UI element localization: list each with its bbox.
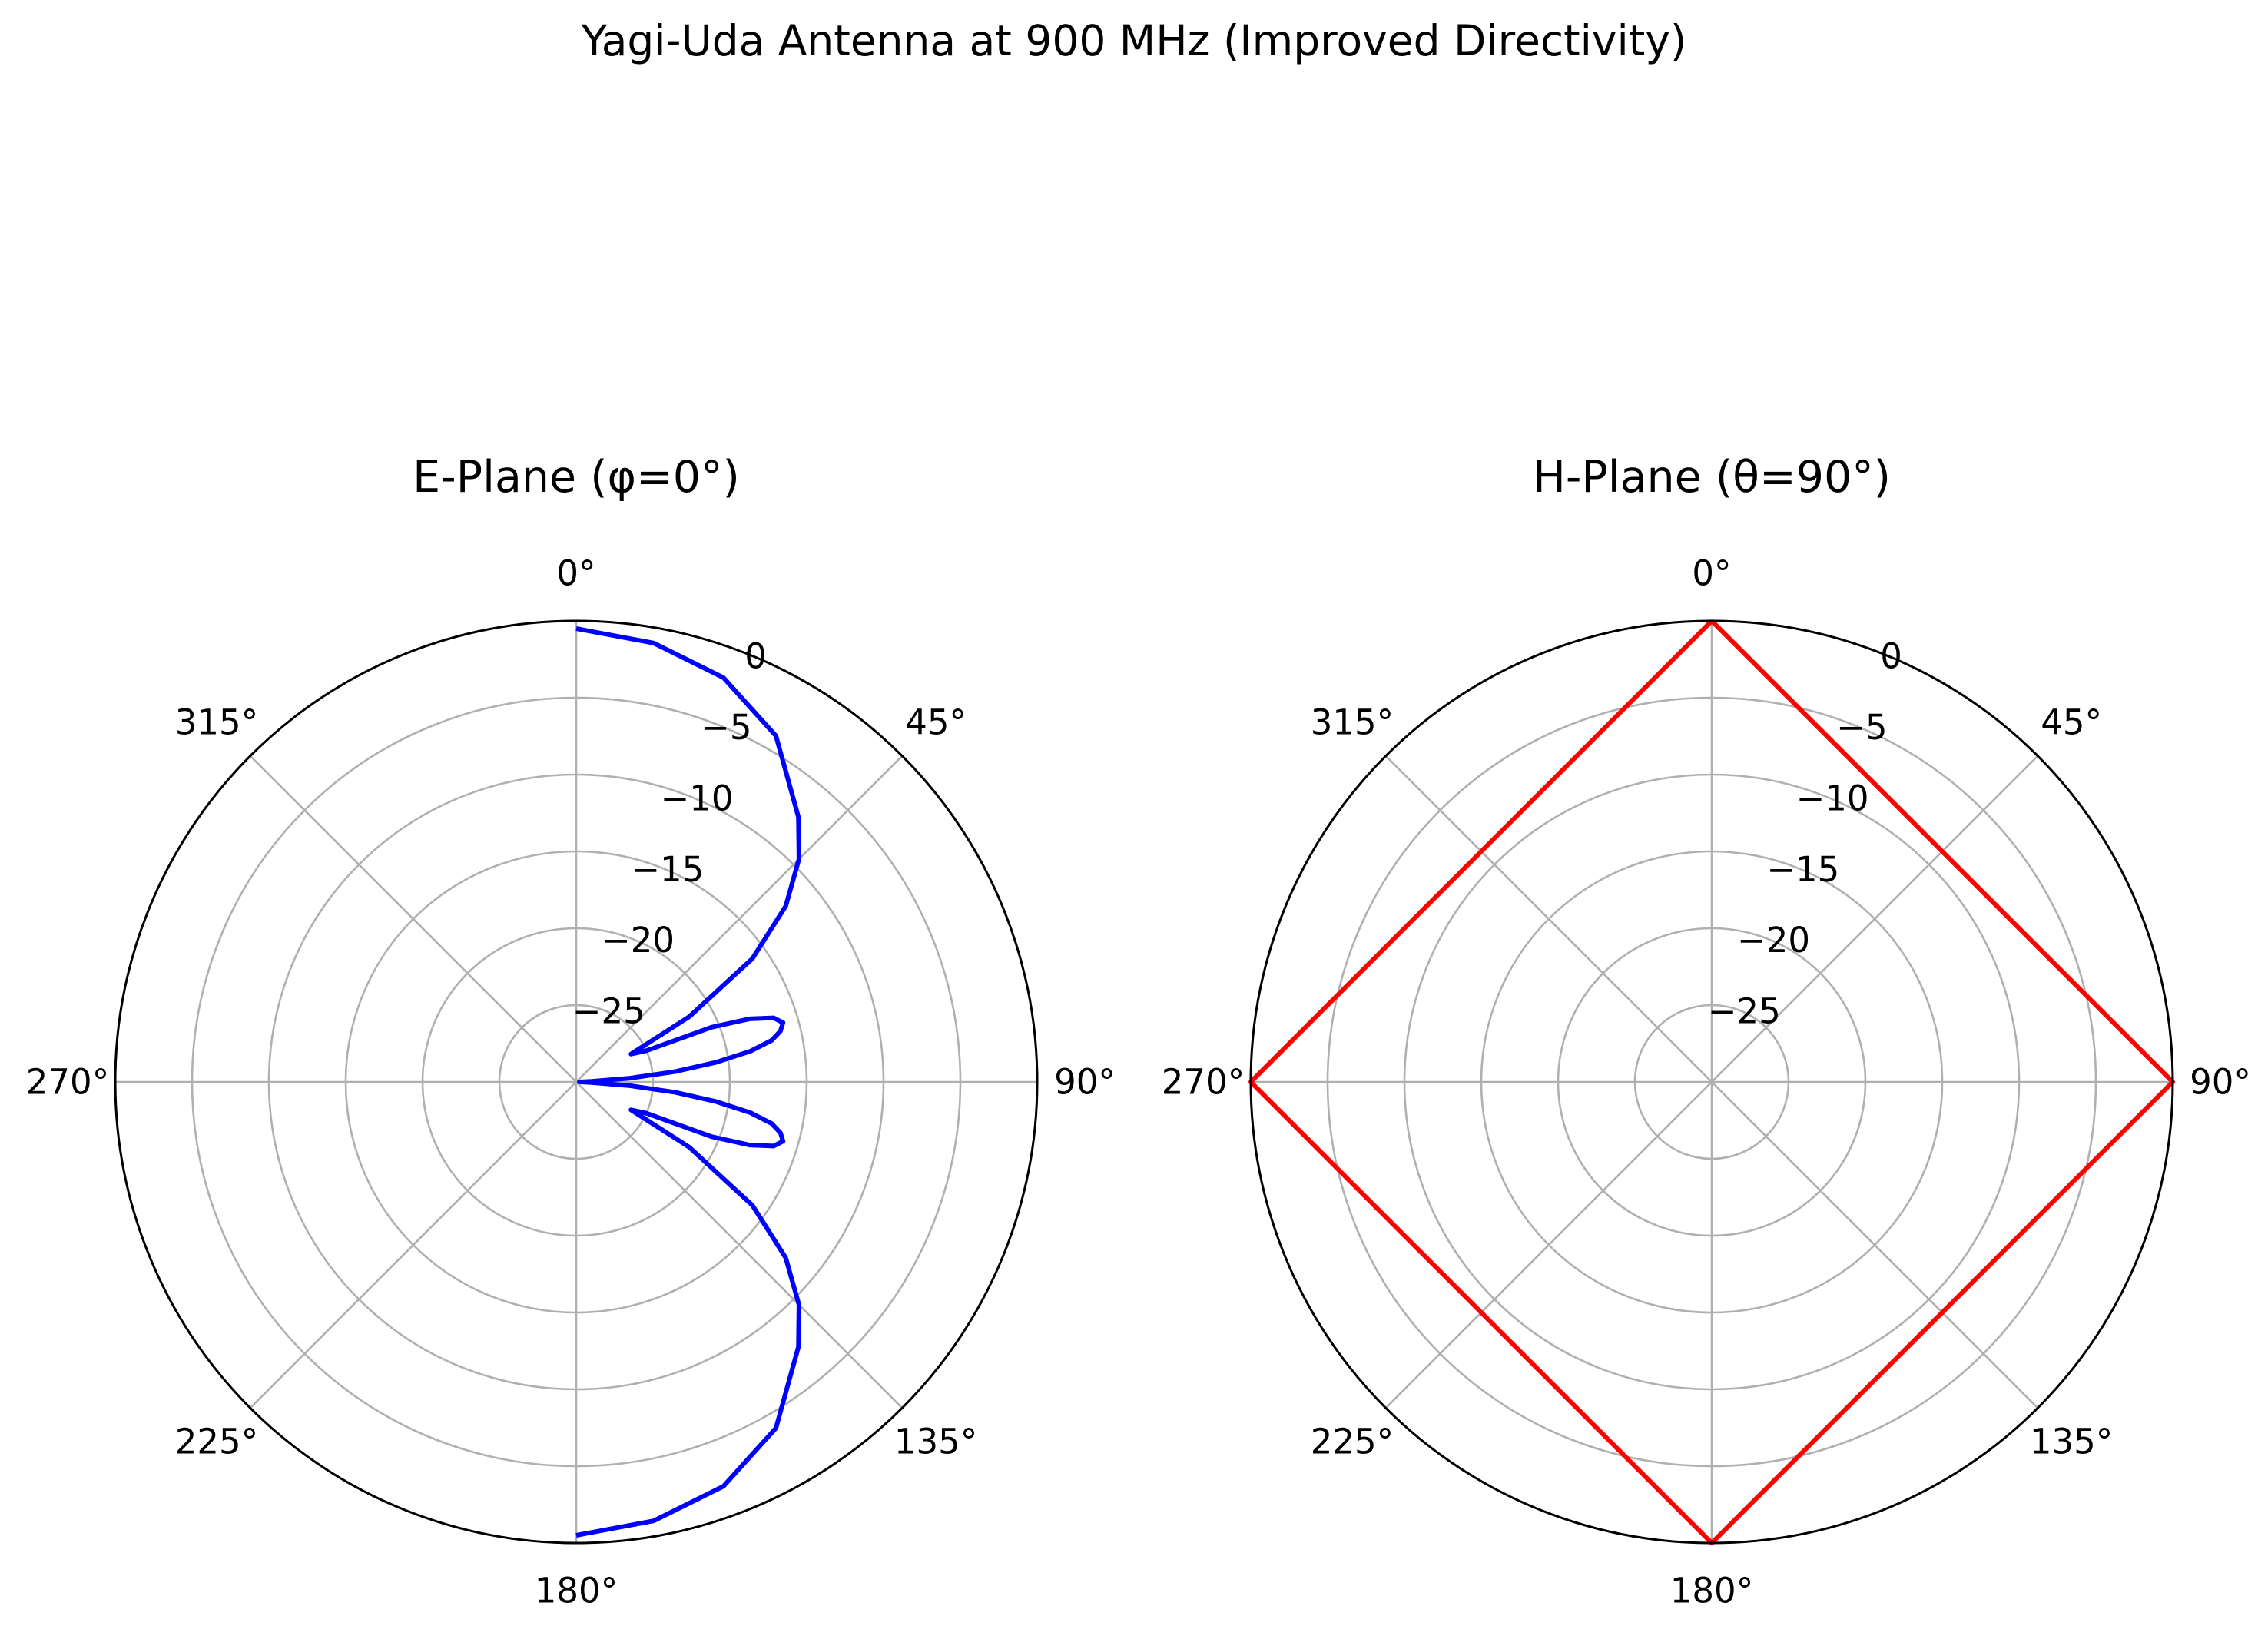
h-plane-radial-tick-label: −15 [1766, 849, 1839, 890]
h-plane-title: H-Plane (θ=90°) [1533, 452, 1891, 503]
h-plane-angle-tick-label: 90° [2190, 1062, 2251, 1103]
h-plane-radial-tick-label: −25 [1708, 991, 1781, 1032]
e-plane-angular-gridline [249, 755, 577, 1083]
h-plane-radial-tick-label: −20 [1737, 920, 1810, 961]
e-plane-radial-tick-label: −25 [572, 991, 645, 1032]
h-plane-angle-tick-label: 225° [1311, 1422, 1394, 1462]
h-plane-radial-tick-label: −10 [1796, 778, 1869, 818]
h-plane-angle-tick-label: 0° [1692, 553, 1731, 594]
e-plane-radial-tick-label: −20 [602, 920, 675, 961]
e-plane-angle-tick-label: 45° [905, 702, 967, 742]
e-plane-polar-frame [114, 619, 1039, 1545]
e-plane-angle-tick-label: 0° [556, 553, 595, 594]
e-plane-angle-tick-label: 270° [26, 1062, 109, 1103]
h-plane-angular-gridline [1711, 755, 2039, 1083]
e-plane-angular-gridline [249, 1081, 577, 1409]
e-plane-angle-tick-label: 180° [535, 1571, 618, 1611]
h-plane-angle-tick-label: 270° [1162, 1062, 1245, 1103]
e-plane-angle-tick-label: 90° [1054, 1062, 1116, 1103]
e-plane-angular-gridline [575, 755, 904, 1083]
h-plane-data [1248, 619, 2175, 1545]
e-plane-radial-tick-label: −15 [631, 849, 704, 890]
figure-title: Yagi-Uda Antenna at 900 MHz (Improved Di… [581, 16, 1687, 65]
e-plane-data [114, 619, 1039, 1545]
h-plane-angular-gridline [1711, 1081, 2039, 1409]
e-plane-radial-tick-label: 0 [744, 636, 767, 677]
e-plane-labels: 0° 45° 90° 135° 180° 225° 270° 315° 0 −5 −10 −15 −20… [26, 553, 1116, 1611]
e-plane-angle-tick-label: 135° [894, 1422, 977, 1462]
e-plane-radial-tick-label: −5 [701, 707, 751, 748]
h-plane-angle-tick-label: 180° [1670, 1571, 1753, 1611]
e-plane-pattern-line [575, 626, 801, 1538]
h-plane-radial-tick-label: 0 [1880, 636, 1902, 677]
h-plane-angular-gridline [1384, 755, 1713, 1083]
h-plane-polar-frame [1249, 619, 2174, 1545]
e-plane-angle-tick-label: 315° [175, 702, 258, 742]
h-plane-grid [1249, 619, 2174, 1545]
h-plane-angle-tick-label: 45° [2041, 702, 2102, 742]
e-plane-polar-plot: E-Plane (φ=0°) 0° 45° 90° 135° 180° 225° 270° 3… [26, 452, 1116, 1611]
h-plane-angle-tick-label: 315° [1311, 702, 1394, 742]
h-plane-angular-gridline [1384, 1081, 1713, 1409]
h-plane-angle-tick-label: 135° [2030, 1422, 2113, 1462]
e-plane-radial-tick-label: −10 [661, 778, 734, 818]
h-plane-labels: 0° 45° 90° 135° 180° 225° 270° 315° 0 −5 −10 −15 −20… [1162, 553, 2251, 1611]
e-plane-angle-tick-label: 225° [175, 1422, 258, 1462]
e-plane-title: E-Plane (φ=0°) [413, 452, 740, 503]
h-plane-polar-plot: H-Plane (θ=90°) 0° 45° 90° 135° 180° 225° 270°… [1162, 452, 2251, 1611]
e-plane-grid [114, 619, 1039, 1545]
h-plane-radial-tick-label: −5 [1836, 707, 1887, 748]
e-plane-angular-gridline [575, 1081, 904, 1409]
